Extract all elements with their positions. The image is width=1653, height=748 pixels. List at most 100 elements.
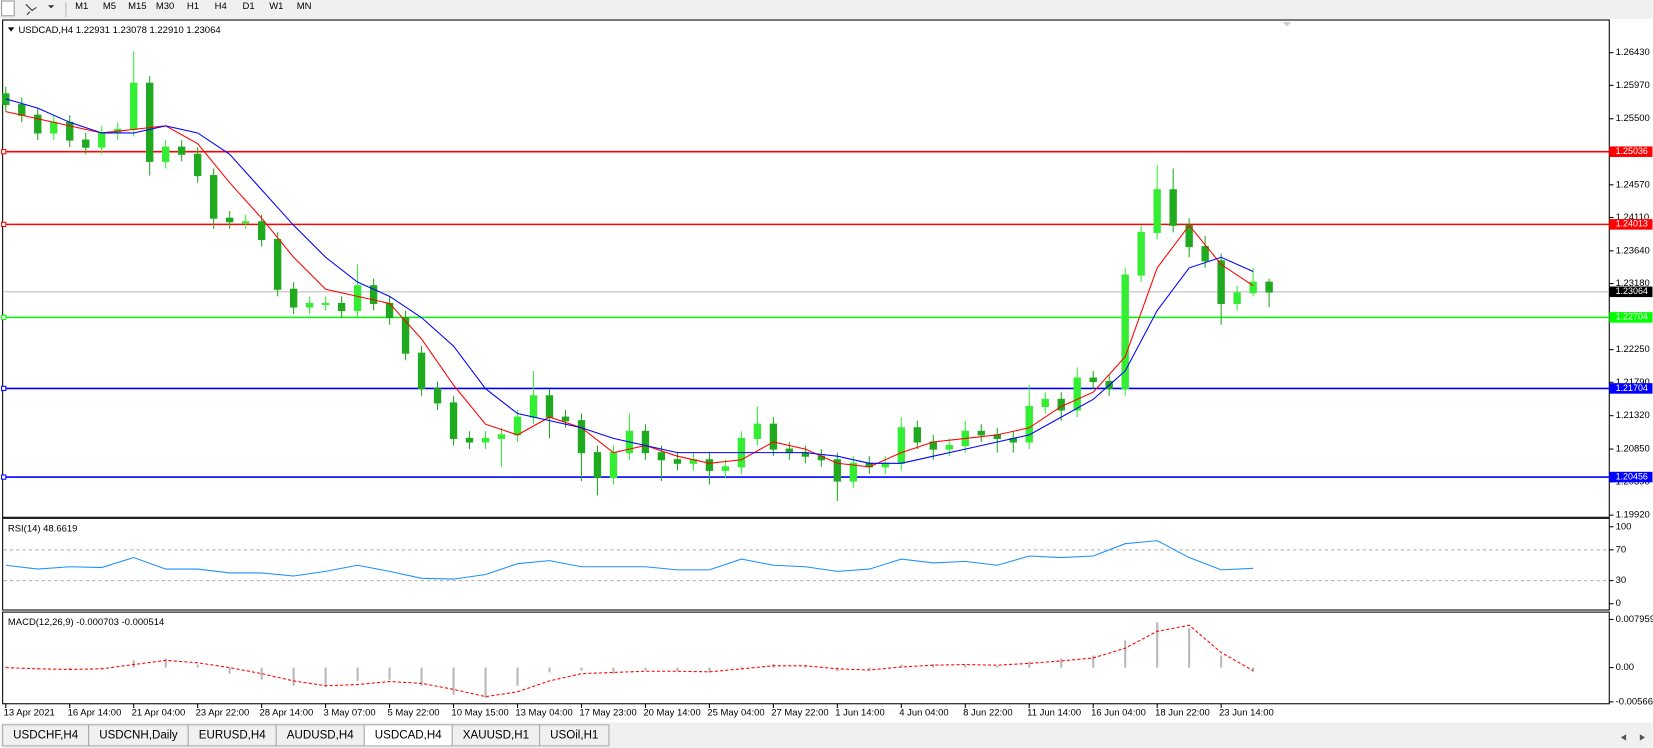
candle-body [1089,377,1097,383]
macd-bar [132,660,135,668]
level-marker [1,385,7,392]
level-marker [1,221,7,228]
candle-body [897,427,906,464]
tab-label[interactable]: USDCAD,H4 [375,729,442,741]
candle-body [1153,189,1161,233]
timeframe-button[interactable]: W1 [269,1,283,12]
candle-body [193,153,202,177]
timeframe-button[interactable]: M5 [103,1,116,12]
candle-body [241,221,250,224]
candle-body [497,434,506,439]
x-tick-label: 8 Jun 22:00 [963,708,1013,719]
candle-body [1169,189,1177,226]
candle-body [673,459,682,464]
collapse-arrow[interactable] [7,27,15,32]
timeframe-button[interactable]: MN [297,1,312,12]
candle-body [721,466,730,471]
tab-label[interactable]: USDCHF,H4 [13,729,79,741]
y-tick-label: 1.21320 [1616,410,1650,421]
candle-body [34,114,42,134]
timeframe-button[interactable]: H1 [187,1,199,12]
price-panel [2,19,1610,518]
candle-body [1249,281,1257,294]
level-label: 1.24013 [1616,219,1648,229]
candle-body [545,395,554,418]
chart-title: USDCAD,H4 1.22931 1.23078 1.22910 1.2306… [18,25,220,36]
macd-bar [4,666,7,668]
timeframe-button[interactable]: M15 [128,1,146,12]
timeframe-button[interactable]: M1 [75,1,88,12]
macd-title: MACD(12,26,9) -0.000703 -0.000514 [8,617,164,628]
timeframe-button[interactable]: D1 [242,1,254,12]
macd-bar [1188,628,1191,668]
macd-bar [836,667,839,672]
macd-bar [548,667,551,673]
macd-bar [996,665,999,668]
candle-body [529,395,538,418]
candle-body [945,445,953,450]
macd-bar [1028,661,1031,668]
candle-body [353,285,362,312]
tab-label[interactable]: USDCNH,Daily [99,729,178,741]
shift-marker [1282,22,1292,27]
candle-body [881,462,890,468]
x-tick-label: 1 Jun 14:00 [835,708,885,719]
level-label: 1.21704 [1616,383,1648,393]
tab-label[interactable]: AUDUSD,H4 [287,729,354,741]
timeframe-button[interactable]: H4 [215,1,227,12]
last-price-label: 1.23064 [1616,286,1648,296]
macd-bar [868,667,871,671]
y-tick-label: 1.20850 [1616,444,1650,455]
macd-bar [292,667,295,686]
macd-bar [932,663,935,668]
y-tick-label: 1.25970 [1616,80,1650,91]
x-tick-label: 16 Apr 14:00 [68,708,122,719]
candle-body [849,462,858,482]
x-tick-label: 17 May 23:00 [579,708,636,719]
y-tick-label: 30 [1616,575,1627,586]
candle-body [577,420,586,454]
candle-body [1041,398,1049,407]
candle-body [209,175,218,219]
candle-body [1025,405,1033,443]
macd-bar [260,667,263,680]
x-tick-label: 11 Jun 14:00 [1027,708,1081,719]
macd-bar [1252,667,1255,672]
candle-body [305,302,314,308]
candle-body [433,388,442,404]
macd-bar [516,667,519,686]
y-tick-label: 1.23640 [1616,245,1650,256]
macd-panel [2,611,1610,705]
tab-label[interactable]: USOil,H1 [550,729,598,741]
tab-scroll[interactable] [1620,734,1646,741]
candle-body [913,427,921,443]
candle-body [289,288,298,308]
candle-body [977,430,985,436]
dropdown-arrow[interactable] [47,5,55,9]
candle-body [1201,246,1209,262]
toolbar-icon[interactable] [1,0,15,17]
tab-label[interactable]: XAUUSD,H1 [463,729,529,741]
x-tick-label: 23 Jun 14:00 [1219,708,1274,719]
timeframe-button[interactable]: M30 [156,1,174,12]
candle-body [769,423,778,450]
tab[interactable] [539,724,610,747]
moving-average [5,111,1254,468]
candle-body [369,285,378,304]
candle-body [1121,274,1129,390]
candle-body [513,416,522,436]
candle-body [609,452,618,479]
candle-body [178,146,186,155]
candle-body [785,448,794,454]
x-tick-label: 10 May 15:00 [451,708,508,719]
x-tick-label: 4 Jun 04:00 [899,708,949,719]
y-tick-label: 1.21790 [1616,377,1650,388]
y-tick-label: 1.19920 [1616,510,1650,521]
level-label: 1.20456 [1616,471,1648,481]
rsi-title: RSI(14) 48.6619 [8,523,77,534]
tab-label[interactable]: EURUSD,H4 [199,729,266,741]
level-label-box [1609,146,1653,157]
y-tick-label: 1.24570 [1616,179,1650,190]
macd-bar [644,667,647,671]
toolbar-icon[interactable] [25,3,37,16]
